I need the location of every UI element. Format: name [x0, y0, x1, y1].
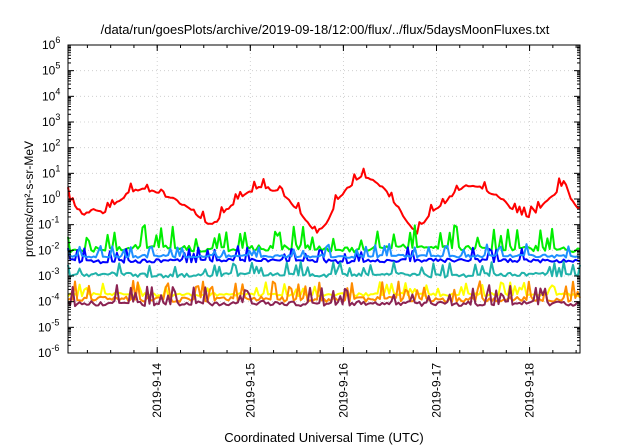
- y-tick-label: 103: [42, 112, 60, 129]
- y-tick-label: 100: [42, 189, 60, 206]
- y-tick-label: 104: [42, 86, 60, 103]
- series-line: [67, 167, 581, 235]
- y-tick-label: 106: [42, 35, 60, 52]
- y-tick-label: 101: [42, 163, 60, 180]
- series-line: [67, 284, 581, 308]
- series-line: [67, 243, 581, 259]
- x-tick-label: 2019-9-14: [150, 363, 164, 418]
- series-line: [67, 260, 581, 279]
- series-group: [67, 167, 581, 308]
- chart-title: /data/run/goesPlots/archive/2019-09-18/1…: [101, 22, 550, 37]
- y-tick-label: 10-2: [38, 240, 59, 257]
- y-tick-label: 10-3: [38, 266, 59, 283]
- series-line: [67, 245, 581, 265]
- series-line: [67, 224, 581, 254]
- y-tick-label: 102: [42, 138, 60, 155]
- y-axis-label: protons/cm²-s-sr-MeV: [22, 141, 36, 257]
- x-tick-label: 2019-9-17: [429, 363, 443, 418]
- y-tick-label: 10-6: [38, 343, 59, 360]
- y-tick-label: 105: [42, 61, 60, 78]
- y-tick-label: 10-1: [38, 215, 59, 232]
- axes: 106 105 104 103 102 101 100 10-1 10-2 10-3 10-4 10-…: [38, 35, 580, 418]
- y-tick-label: 10-5: [38, 317, 59, 334]
- x-tick-label: 2019-9-16: [336, 363, 350, 418]
- x-tick-label: 2019-9-15: [243, 363, 257, 418]
- x-axis-label: Coordinated Universal Time (UTC): [224, 430, 423, 445]
- y-tick-label: 10-4: [38, 292, 59, 309]
- x-tick-label: 2019-9-18: [523, 363, 537, 418]
